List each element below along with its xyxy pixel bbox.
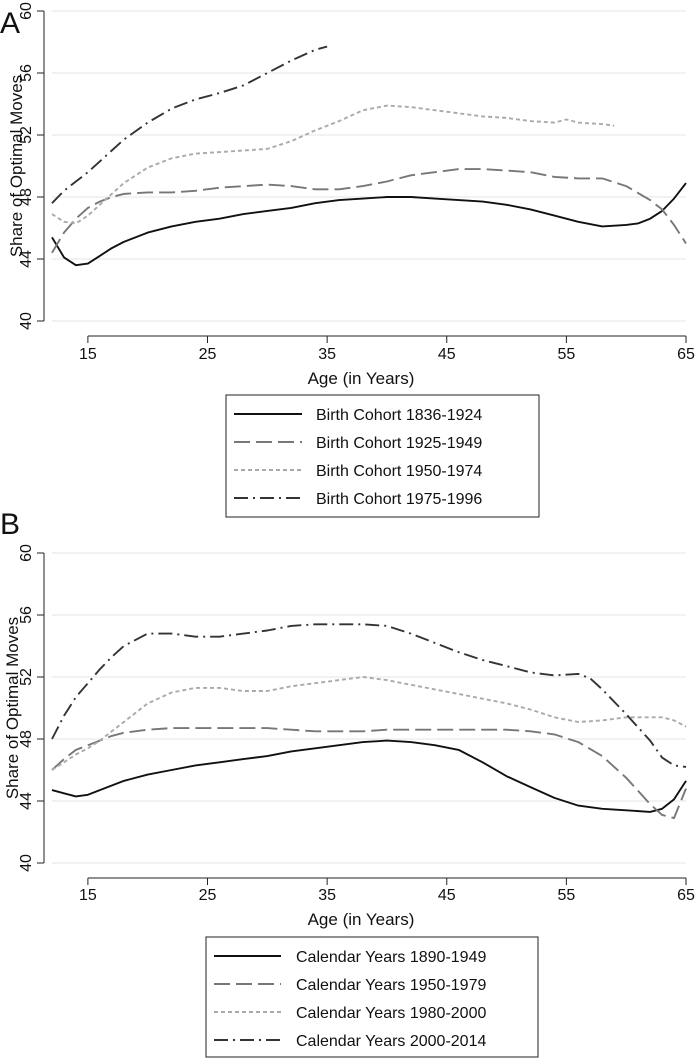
legend-label: Birth Cohort 1950-1974 xyxy=(316,463,482,480)
y-axis-title: Share of Optimal Moves xyxy=(3,617,22,799)
legend-box xyxy=(225,394,540,518)
series-line-1 xyxy=(51,182,687,267)
x-tick-label: 35 xyxy=(318,887,336,904)
legend-label: Birth Cohort 1975-1996 xyxy=(316,491,482,508)
chart-panel-a: A 40 44 48 52 56 60 Share of Optimal Moves 15 25 3… xyxy=(0,2,695,518)
y-tick-label: 44 xyxy=(18,792,35,810)
x-axis-title: Age (in Years) xyxy=(308,369,415,388)
y-tick-label: 48 xyxy=(18,730,35,748)
x-tick-label: 35 xyxy=(318,346,336,363)
y-tick-label: 60 xyxy=(18,2,35,20)
x-tick-label: 45 xyxy=(438,346,456,363)
y-tick-label: 56 xyxy=(18,606,35,624)
legend-label: Calendar Years 2000-2014 xyxy=(296,1033,486,1050)
series-line-4 xyxy=(51,623,687,768)
series-line-2 xyxy=(51,168,687,254)
y-tick-label: 52 xyxy=(18,126,35,144)
x-tick-label: 15 xyxy=(79,887,97,904)
x-tick-label: 45 xyxy=(438,887,456,904)
y-tick-label: 40 xyxy=(18,854,35,872)
series-line-2 xyxy=(51,727,687,820)
y-tick-label: 60 xyxy=(18,544,35,562)
panel-letter: B xyxy=(0,508,20,541)
y-tick-label: 44 xyxy=(18,250,35,268)
legend-label: Birth Cohort 1925-1949 xyxy=(316,435,482,452)
legend: Calendar Years 1890-1949 Calendar Years 1… xyxy=(205,936,539,1058)
x-tick-label: 25 xyxy=(199,887,217,904)
x-tick-label: 15 xyxy=(79,346,97,363)
legend-label: Birth Cohort 1836-1924 xyxy=(316,407,482,424)
x-tick-label: 55 xyxy=(557,887,575,904)
series-line-1 xyxy=(51,739,687,813)
y-tick-label: 48 xyxy=(18,188,35,206)
chart-panel-b: B 40 44 48 52 56 60 Share of Optimal Moves 15 25 3… xyxy=(0,508,695,1058)
legend-box xyxy=(205,936,539,1058)
x-tick-label: 55 xyxy=(557,346,575,363)
legend-label: Calendar Years 1950-1979 xyxy=(296,977,486,994)
series-line-4 xyxy=(51,45,328,204)
legend-label: Calendar Years 1980-2000 xyxy=(296,1005,486,1022)
x-axis-title: Age (in Years) xyxy=(308,910,415,929)
series-line-3 xyxy=(51,104,615,225)
y-tick-label: 52 xyxy=(18,668,35,686)
y-tick-label: 56 xyxy=(18,64,35,82)
y-tick-label: 40 xyxy=(18,312,35,330)
x-tick-label: 65 xyxy=(677,887,695,904)
x-tick-label: 65 xyxy=(677,346,695,363)
panel-letter: A xyxy=(0,7,20,40)
x-tick-label: 25 xyxy=(199,346,217,363)
y-axis-title: Share of Optimal Moves xyxy=(7,75,26,257)
series-line-3 xyxy=(51,676,687,771)
legend-label: Calendar Years 1890-1949 xyxy=(296,949,486,966)
legend: Birth Cohort 1836-1924 Birth Cohort 1925-… xyxy=(225,394,540,518)
